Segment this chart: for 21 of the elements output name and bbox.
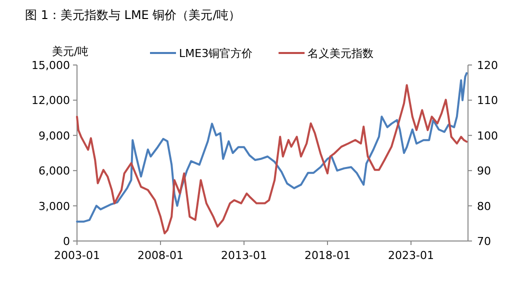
chart-title: 图 1：美元指数与 LME 铜价（美元/吨） xyxy=(25,8,241,22)
y-tick-label: 6,000 xyxy=(38,164,70,178)
y2-tick-label: 70 xyxy=(477,235,491,248)
y2-tick-label: 100 xyxy=(477,129,498,142)
x-tick-label: 2023-01 xyxy=(388,249,434,262)
y2-tick-label: 80 xyxy=(477,200,491,213)
y2-tick-label: 90 xyxy=(477,164,491,178)
legend-label: LME3铜官方价 xyxy=(179,47,253,60)
x-tick-label: 2008-01 xyxy=(138,249,184,262)
y-axis-title: 美元/吨 xyxy=(52,45,89,58)
y-tick-label: 3,000 xyxy=(38,200,70,213)
y2-tick-label: 120 xyxy=(477,59,498,72)
y-tick-label: 15,000 xyxy=(32,59,70,72)
y-tick-label: 12,000 xyxy=(32,94,70,108)
y-tick-label: 0 xyxy=(63,235,70,248)
x-tick-label: 2013-01 xyxy=(221,249,267,262)
legend-label: 名义美元指数 xyxy=(308,47,374,60)
y2-tick-label: 110 xyxy=(477,94,498,108)
x-tick-label: 2018-01 xyxy=(304,249,350,262)
x-tick-label: 2003-01 xyxy=(54,249,100,262)
y-tick-label: 9,000 xyxy=(38,129,70,142)
